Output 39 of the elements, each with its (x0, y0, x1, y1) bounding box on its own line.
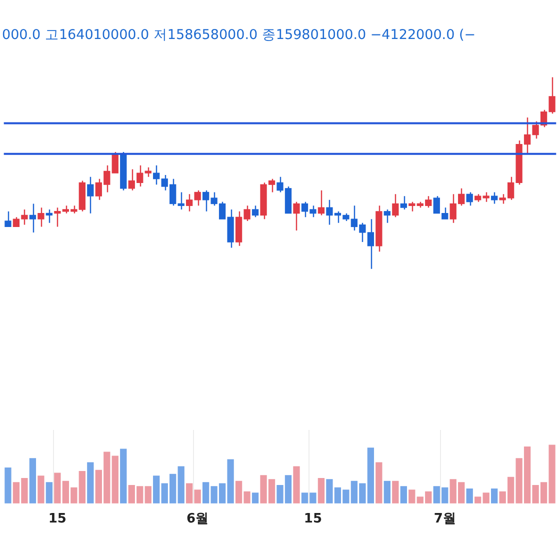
x-tick-label: 15 (304, 512, 322, 527)
text: 000.0 고164010000.0 저158658000.0 종159801000.0 −4122000.0 (− (1, 26, 476, 44)
candlestick (376, 205, 382, 252)
bar (392, 480, 399, 504)
bar (482, 492, 490, 504)
bar (29, 458, 36, 504)
bar (252, 492, 259, 504)
bar (376, 462, 382, 504)
candlestick (293, 201, 300, 232)
candlestick (153, 164, 160, 186)
bar (490, 488, 498, 504)
bar (144, 486, 152, 504)
x-tick-label: 7월 (434, 512, 456, 527)
bar (474, 496, 482, 504)
bar (120, 448, 127, 504)
bar (78, 470, 86, 504)
x-tick-label: 15 (48, 512, 66, 527)
candlestick (4, 210, 12, 228)
bar (178, 466, 184, 504)
bar (112, 456, 118, 504)
bar (408, 490, 416, 504)
bar (4, 467, 12, 504)
candlestick (29, 203, 36, 234)
candlestick (87, 176, 94, 214)
candlestick (384, 208, 390, 224)
candlestick (318, 190, 325, 216)
bar (153, 476, 160, 504)
candlestick (38, 206, 44, 228)
bar (318, 478, 325, 504)
candlestick (392, 194, 399, 218)
bar (466, 488, 473, 504)
bar (384, 480, 390, 504)
bar (87, 462, 94, 504)
x-tick-label: 6월 (186, 512, 209, 527)
bar (400, 486, 407, 504)
bar (293, 466, 300, 504)
candlestick (400, 195, 407, 210)
bar (38, 476, 44, 504)
bar (46, 482, 53, 504)
